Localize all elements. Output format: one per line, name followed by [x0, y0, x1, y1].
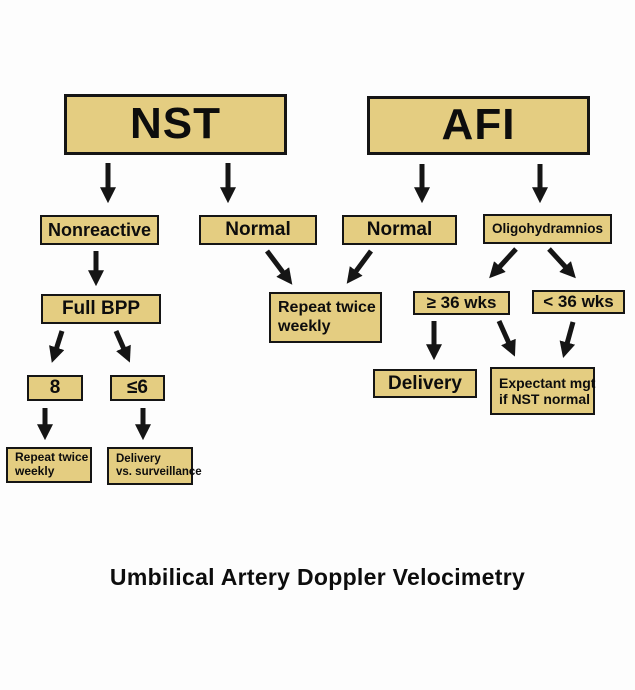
node-bpp-score-8: 8 [27, 375, 83, 401]
node-repeat-twice-weekly-mid-line1: Repeat twice [278, 299, 376, 317]
node-expectant-mgt-line2: if NST normal [499, 391, 591, 407]
node-full-bpp: Full BPP [41, 294, 161, 324]
node-lt-36-wks-label: < 36 wks [543, 292, 614, 312]
arrow-oligohydramnios-to-ge-36-wks [489, 247, 518, 279]
node-expectant-mgt-line1: Expectant mgt [499, 374, 596, 391]
node-nst-normal-label: Normal [225, 219, 291, 241]
arrow-full-bpp-to-le-6 [113, 329, 131, 363]
node-nonreactive-label: Nonreactive [47, 219, 152, 240]
node-nst-label: NST [130, 99, 221, 149]
node-bpp-score-8-label: 8 [49, 377, 61, 399]
node-delivery: Delivery [373, 369, 477, 398]
node-ge-36-wks-label: ≥ 36 wks [426, 293, 497, 313]
node-full-bpp-label: Full BPP [61, 298, 141, 320]
arrow-lt-36-wks-to-expectant-mgt [559, 321, 576, 358]
node-ge-36-wks: ≥ 36 wks [413, 291, 510, 315]
node-repeat-twice-weekly-mid: Repeat twice weekly [269, 292, 382, 343]
arrow-oligohydramnios-to-lt-36-wks [547, 247, 576, 279]
node-lt-36-wks: < 36 wks [532, 290, 625, 314]
node-nonreactive: Nonreactive [40, 215, 159, 245]
node-bpp-score-le-6: ≤6 [110, 375, 165, 401]
node-repeat-twice-weekly-left-line2: weekly [15, 464, 55, 478]
node-repeat-twice-weekly-left-line1: Repeat twice [15, 450, 89, 465]
node-afi-normal: Normal [342, 215, 457, 245]
arrow-ge-36-wks-to-expectant-mgt [496, 319, 516, 357]
node-oligohydramnios-label: Oligohydramnios [491, 221, 603, 237]
arrow-nst-normal-to-repeat-twice-weekly [265, 249, 293, 285]
node-delivery-vs-surveillance: Delivery vs. surveillance [107, 447, 202, 485]
diagram-caption: Umbilical Artery Doppler Velocimetry [109, 564, 526, 590]
arrow-full-bpp-to-8 [49, 330, 65, 363]
node-oligohydramnios: Oligohydramnios [483, 214, 612, 244]
node-afi: AFI [367, 96, 590, 155]
node-expectant-mgt: Expectant mgt if NST normal [490, 367, 595, 415]
node-repeat-twice-weekly-mid-line2: weekly [278, 317, 331, 335]
node-delivery-vs-surveillance-line1: Delivery [116, 452, 161, 465]
node-nst-normal: Normal [199, 215, 317, 245]
node-nst: NST [64, 94, 287, 155]
node-afi-label: AFI [441, 100, 516, 150]
node-afi-normal-label: Normal [366, 219, 433, 241]
node-bpp-score-le-6-label: ≤6 [127, 377, 148, 399]
arrow-afi-normal-to-repeat-twice-weekly [346, 249, 374, 284]
node-delivery-vs-surveillance-line2: vs. surveillance [116, 466, 202, 478]
node-repeat-twice-weekly-left: Repeat twice weekly [6, 447, 92, 483]
node-delivery-label: Delivery [388, 372, 462, 394]
